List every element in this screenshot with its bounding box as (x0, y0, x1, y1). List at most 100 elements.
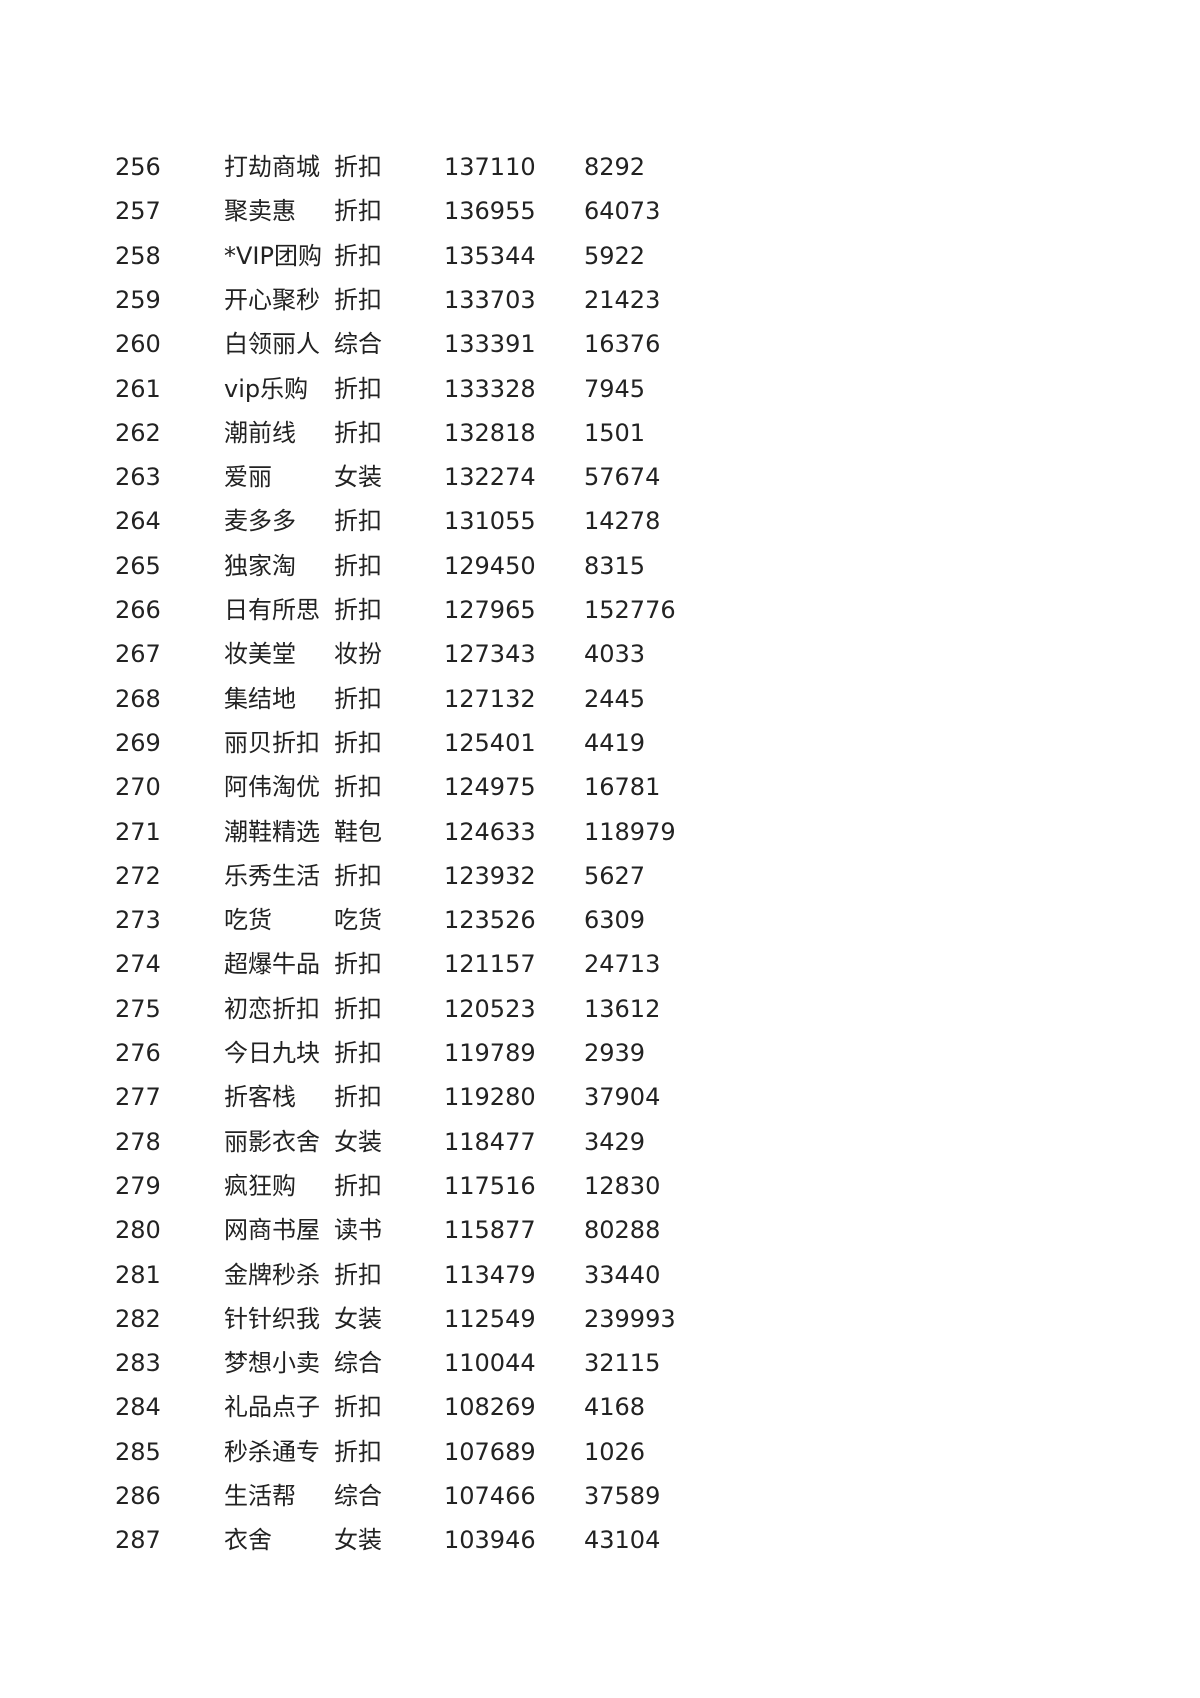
rank-cell: 278 (115, 1127, 161, 1156)
name-cell: 独家淘 (224, 551, 296, 580)
rank-cell: 262 (115, 418, 161, 447)
category-cell: 折扣 (334, 684, 382, 713)
rank-cell: 266 (115, 596, 161, 624)
value-cell: 137110 (444, 153, 536, 181)
category-cell: 读书 (334, 1216, 382, 1245)
count-cell: 37589 (584, 1482, 661, 1510)
name-cell: 衣舍 (224, 1526, 272, 1555)
category-cell: 折扣 (334, 1437, 382, 1466)
name-cell: 秒杀通专 (224, 1437, 320, 1466)
count-cell: 16376 (584, 330, 661, 359)
rank-cell: 272 (115, 861, 161, 890)
count-cell: 1026 (584, 1437, 646, 1466)
name-cell: 生活帮 (224, 1482, 296, 1510)
name-cell: 潮前线 (224, 418, 296, 447)
category-cell: 折扣 (334, 1039, 382, 1067)
name-cell: 疯狂购 (224, 1171, 296, 1200)
rank-cell: 281 (115, 1260, 161, 1289)
count-cell: 16781 (584, 773, 661, 802)
name-cell: 潮鞋精选 (224, 817, 320, 846)
rank-cell: 284 (115, 1393, 161, 1422)
name-cell: 梦想小卖 (224, 1349, 320, 1378)
count-cell: 80288 (584, 1216, 661, 1245)
count-cell: 24713 (584, 950, 661, 979)
value-cell: 112549 (444, 1304, 536, 1333)
name-cell: 麦多多 (224, 507, 296, 536)
value-cell: 121157 (444, 950, 536, 979)
count-cell: 8315 (584, 551, 646, 580)
rank-cell: 279 (115, 1171, 161, 1200)
name-cell: 日有所思 (224, 596, 320, 624)
value-cell: 125401 (444, 728, 536, 757)
value-cell: 118477 (444, 1127, 536, 1156)
rank-cell: 271 (115, 817, 161, 846)
category-cell: 折扣 (334, 1260, 382, 1289)
rank-cell: 277 (115, 1083, 161, 1112)
name-cell: 丽影衣舍 (224, 1127, 320, 1156)
name-cell: 针针织我 (224, 1304, 320, 1333)
name-cell: 开心聚秒 (224, 285, 320, 314)
value-cell: 127132 (444, 684, 536, 713)
value-cell: 124633 (444, 817, 536, 846)
name-cell: vip乐购 (224, 374, 309, 403)
value-cell: 136955 (444, 197, 536, 226)
count-cell: 32115 (584, 1349, 661, 1378)
value-cell: 119789 (444, 1039, 536, 1067)
category-cell: 吃货 (334, 906, 382, 935)
count-cell: 64073 (584, 197, 661, 226)
value-cell: 124975 (444, 773, 536, 802)
category-cell: 综合 (334, 1349, 382, 1378)
name-cell: 超爆牛品 (224, 950, 320, 979)
category-cell: 综合 (334, 1482, 382, 1510)
rank-cell: 286 (115, 1482, 161, 1510)
category-cell: 折扣 (334, 153, 382, 181)
count-cell: 2445 (584, 684, 646, 713)
count-cell: 4168 (584, 1393, 646, 1422)
count-cell: 43104 (584, 1526, 661, 1555)
category-cell: 折扣 (334, 861, 382, 890)
category-cell: 妆扮 (334, 640, 382, 669)
category-cell: 女装 (334, 463, 382, 492)
category-cell: 折扣 (334, 551, 382, 580)
count-cell: 5922 (584, 241, 646, 270)
category-cell: 折扣 (334, 418, 382, 447)
name-cell: *VIP团购 (224, 241, 322, 270)
value-cell: 119280 (444, 1083, 536, 1112)
count-cell: 14278 (584, 507, 661, 536)
value-cell: 132274 (444, 463, 536, 492)
rank-cell: 257 (115, 197, 161, 226)
value-cell: 127965 (444, 596, 536, 624)
category-cell: 折扣 (334, 950, 382, 979)
count-cell: 3429 (584, 1127, 646, 1156)
category-cell: 综合 (334, 330, 382, 359)
name-cell: 爱丽 (224, 463, 272, 492)
value-cell: 133703 (444, 285, 536, 314)
value-cell: 123526 (444, 906, 536, 935)
rank-cell: 264 (115, 507, 161, 536)
value-cell: 135344 (444, 241, 536, 270)
count-cell: 239993 (584, 1304, 676, 1333)
name-cell: 集结地 (224, 684, 296, 713)
name-cell: 初恋折扣 (224, 994, 320, 1023)
rank-cell: 256 (115, 153, 161, 181)
rank-cell: 275 (115, 994, 161, 1023)
rank-cell: 273 (115, 906, 161, 935)
value-cell: 132818 (444, 418, 536, 447)
rank-cell: 285 (115, 1437, 161, 1466)
rank-cell: 267 (115, 640, 161, 669)
value-cell: 129450 (444, 551, 536, 580)
count-cell: 6309 (584, 906, 646, 935)
count-cell: 1501 (584, 418, 646, 447)
value-cell: 133391 (444, 330, 536, 359)
count-cell: 21423 (584, 285, 661, 314)
value-cell: 123932 (444, 861, 536, 890)
count-cell: 57674 (584, 463, 661, 492)
count-cell: 7945 (584, 374, 646, 403)
count-cell: 118979 (584, 817, 676, 846)
category-cell: 女装 (334, 1526, 382, 1555)
rank-cell: 270 (115, 773, 161, 802)
rank-cell: 261 (115, 374, 161, 403)
category-cell: 折扣 (334, 1171, 382, 1200)
value-cell: 131055 (444, 507, 536, 536)
